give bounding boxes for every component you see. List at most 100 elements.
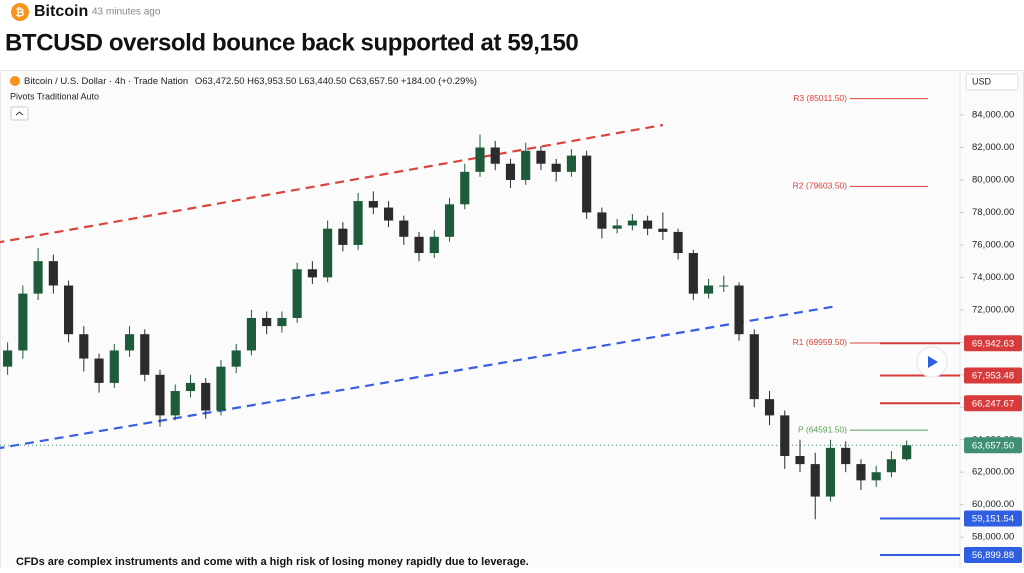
ohlc-high: H63,953.50 (247, 76, 296, 87)
symbol-name: Bitcoin / U.S. Dollar · 4h · Trade Natio… (24, 76, 188, 87)
collapse-button[interactable] (10, 106, 29, 121)
candle-body (18, 293, 28, 351)
candle-body (94, 358, 104, 383)
candle-body (353, 201, 363, 245)
candle-body (429, 236, 439, 254)
candle-body (902, 445, 912, 460)
level-tag (964, 367, 1022, 384)
candle-body (109, 350, 119, 383)
level-tag (964, 335, 1022, 352)
candle-body (140, 334, 150, 375)
candle-body (704, 285, 714, 294)
post-time: 43 minutes ago (92, 7, 161, 18)
candle-body (673, 231, 683, 254)
candle-body (185, 382, 196, 392)
y-tick-label: 58,000.00 (972, 532, 1014, 543)
y-tick-label: 78,000.00 (972, 207, 1014, 218)
trend-line (0, 123, 664, 244)
ohlc-low: L63,440.50 (299, 76, 347, 87)
y-tick-label: 80,000.00 (972, 174, 1014, 185)
pivot-label: R3 (85011.50) (793, 93, 847, 103)
candle-body (201, 382, 211, 411)
level-label: 66,247.67 (972, 398, 1014, 409)
ohlc-close: C63,657.50 (349, 76, 398, 87)
candle-body (414, 236, 424, 254)
currency-box[interactable] (965, 73, 1019, 91)
candle-body (277, 317, 287, 327)
ohlc-change: +184.00 (+0.29%) (401, 76, 477, 87)
candle-body (33, 261, 43, 294)
candle-body (658, 228, 668, 232)
y-tick-label: 74,000.00 (972, 272, 1014, 283)
trend-line (0, 304, 839, 450)
candle-body (582, 155, 592, 213)
candle-body (856, 464, 866, 481)
candle-body (795, 455, 805, 465)
candle-body (871, 472, 881, 481)
symbol-icon (10, 76, 20, 86)
y-tick-label: 62,000.00 (972, 467, 1014, 478)
source-name[interactable]: Bitcoin (34, 3, 88, 20)
pivot-label: R1 (69959.50) (793, 337, 848, 347)
level-tag (964, 510, 1022, 527)
candle-body (521, 150, 531, 180)
candle-body (368, 201, 378, 208)
candle-body (734, 285, 744, 335)
candle-body (688, 253, 698, 294)
plot-area: 58,000.0060,000.0062,000.0064,000.0066,0… (0, 93, 1022, 564)
y-tick-label: 82,000.00 (972, 142, 1014, 153)
candle-body (48, 261, 58, 286)
candle-body (764, 399, 775, 416)
article-title: BTCUSD oversold bounce back supported at… (5, 29, 578, 56)
candle-body (475, 147, 485, 172)
level-label: 69,942.63 (972, 338, 1014, 349)
candle-body (292, 269, 302, 318)
candle-body (155, 374, 165, 416)
candle-body (749, 334, 759, 400)
y-tick-label: 72,000.00 (972, 304, 1014, 315)
candle-body (566, 155, 576, 172)
candle-body (231, 350, 241, 367)
level-label: 56,899.88 (972, 550, 1014, 561)
candle-body (825, 447, 836, 497)
pivot-label: R2 (79603.50) (793, 181, 848, 191)
candle-body (262, 317, 272, 327)
indicator-name: Pivots Traditional Auto (10, 91, 99, 101)
candle-body (810, 464, 820, 497)
candle-body (841, 447, 851, 465)
candle-body (323, 228, 333, 278)
candle-body (536, 150, 546, 164)
collapse-icon (15, 111, 24, 116)
candle-body (719, 285, 729, 287)
pivot-label: P (64591.50) (798, 424, 847, 434)
candle-body (170, 391, 180, 416)
level-tag (964, 547, 1022, 564)
candle-body (338, 228, 348, 245)
candle-body (612, 225, 622, 229)
candle-body (460, 171, 470, 205)
disclaimer: CFDs are complex instruments and come wi… (16, 556, 529, 568)
candle-body (551, 163, 561, 172)
chart-panel (0, 70, 1024, 571)
chart-legend: Bitcoin / U.S. Dollar · 4h · Trade Natio… (24, 76, 477, 87)
level-tag (964, 395, 1022, 412)
candle-body (627, 220, 637, 226)
candle-body (490, 147, 500, 164)
bitcoin-icon-glyph: ₿ (16, 7, 25, 19)
candle-body (307, 269, 317, 278)
candle-body (79, 334, 89, 359)
y-tick-label: 60,000.00 (972, 499, 1014, 510)
candle-body (124, 334, 135, 351)
last-price-tag (964, 437, 1022, 454)
candle-body (246, 317, 256, 351)
y-tick-label: 76,000.00 (972, 239, 1014, 250)
ohlc-open: O63,472.50 (195, 76, 245, 87)
candle-body (216, 366, 226, 411)
bitcoin-icon (11, 3, 29, 21)
play-icon (928, 356, 938, 368)
candle-body (384, 207, 394, 221)
candle-body (886, 459, 896, 473)
candle-body (643, 220, 653, 229)
